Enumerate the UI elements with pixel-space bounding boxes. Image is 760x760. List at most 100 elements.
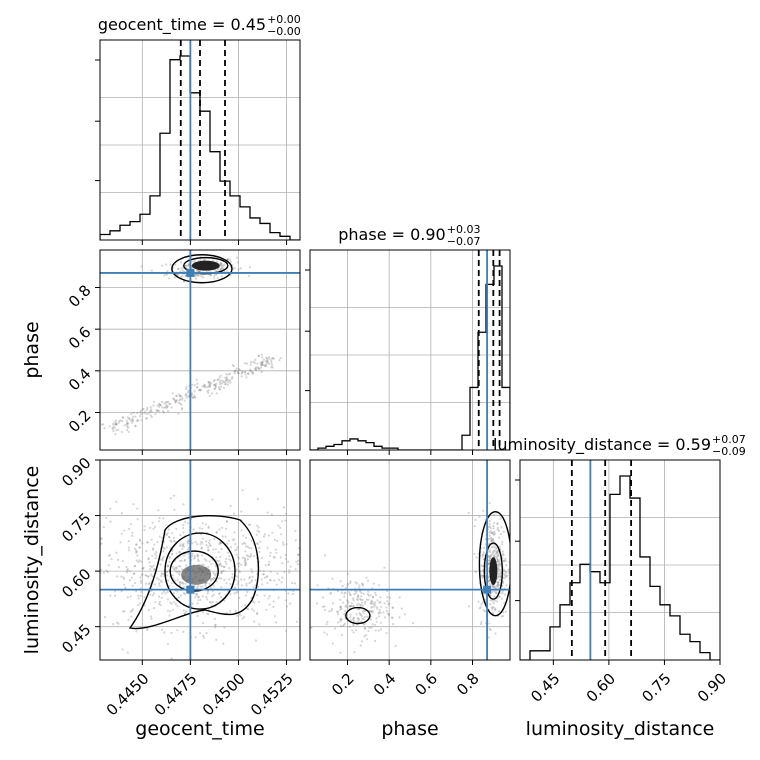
- sample-point: [236, 261, 240, 264]
- sample-point: [233, 372, 236, 375]
- sample-point: [352, 624, 355, 627]
- sample-point: [339, 608, 342, 611]
- sample-point: [127, 540, 130, 543]
- sample-point: [167, 569, 170, 572]
- sample-point: [177, 572, 180, 575]
- sample-point: [218, 386, 221, 389]
- sample-point: [494, 608, 497, 612]
- sample-point: [131, 608, 135, 611]
- sample-point: [218, 387, 221, 390]
- sample-point: [269, 578, 272, 582]
- sample-point: [217, 378, 220, 381]
- sample-point: [158, 410, 161, 413]
- sample-point: [244, 370, 247, 373]
- sample-point: [504, 557, 507, 561]
- sample-point: [208, 383, 211, 387]
- sample-point: [213, 384, 216, 387]
- sample-point: [260, 578, 263, 581]
- sample-point: [323, 554, 326, 557]
- sample-point: [246, 558, 249, 561]
- sample-point: [374, 629, 377, 632]
- sample-point: [339, 651, 342, 654]
- sample-point: [183, 612, 187, 615]
- sample-point: [499, 575, 502, 578]
- sample-point: [500, 597, 503, 600]
- sample-point: [158, 517, 161, 520]
- sample-point: [214, 385, 217, 388]
- sample-point: [251, 575, 254, 579]
- sample-point: [178, 583, 182, 587]
- sample-point: [219, 267, 222, 270]
- sample-point: [211, 498, 214, 501]
- sample-point: [255, 368, 258, 371]
- sample-point: [341, 584, 344, 588]
- sample-point: [177, 401, 180, 404]
- sample-point: [236, 370, 240, 373]
- sample-point: [388, 613, 391, 616]
- sample-point: [266, 362, 269, 365]
- sample-point: [220, 261, 223, 265]
- sample-point: [69, 571, 71, 573]
- sample-point: [229, 505, 232, 508]
- sample-point: [181, 396, 184, 399]
- sample-point: [344, 605, 347, 608]
- sample-point: [240, 529, 243, 532]
- sample-point: [130, 576, 133, 579]
- sample-point: [225, 520, 229, 523]
- sample-point: [220, 571, 223, 574]
- sample-point: [151, 548, 155, 551]
- sample-point: [270, 363, 274, 366]
- sample-point: [215, 530, 218, 534]
- sample-point: [115, 422, 118, 425]
- sample-point: [199, 543, 202, 546]
- sample-point: [263, 594, 266, 597]
- sample-point: [225, 582, 228, 585]
- sample-point: [134, 590, 138, 593]
- sample-point: [165, 273, 168, 276]
- injection-marker: [186, 268, 195, 277]
- sample-point: [339, 624, 342, 627]
- sample-point: [343, 622, 346, 625]
- sample-point: [484, 610, 487, 613]
- sample-point: [166, 590, 169, 594]
- sample-point: [398, 616, 401, 619]
- sample-point: [226, 383, 229, 386]
- sample-point: [387, 603, 390, 606]
- sample-point: [111, 426, 114, 430]
- sample-point: [481, 564, 484, 568]
- sample-point: [497, 563, 500, 566]
- sample-point: [219, 388, 222, 391]
- sample-point: [265, 608, 268, 611]
- sample-point: [317, 575, 319, 577]
- sample-point: [112, 623, 115, 626]
- sample-point: [489, 530, 492, 533]
- sample-point: [336, 610, 340, 613]
- sample-point: [488, 562, 491, 565]
- sample-point: [490, 539, 493, 542]
- sample-point: [140, 412, 143, 415]
- sample-point: [352, 617, 355, 620]
- sample-point: [250, 596, 253, 599]
- sample-point: [106, 571, 109, 574]
- sample-point: [197, 596, 200, 599]
- sample-point: [257, 367, 260, 370]
- sample-point: [173, 539, 176, 543]
- sample-point: [94, 567, 96, 569]
- sample-point: [365, 615, 369, 618]
- sample-point: [273, 538, 276, 541]
- sample-point: [173, 494, 176, 497]
- scatter-points: [69, 489, 319, 660]
- sample-point: [297, 553, 300, 556]
- sample-point: [229, 610, 232, 613]
- sample-point: [241, 370, 244, 373]
- sample-point: [196, 555, 199, 558]
- sample-point: [254, 358, 257, 361]
- sample-point: [362, 617, 365, 620]
- sample-point: [488, 531, 491, 534]
- sample-point: [268, 357, 271, 360]
- sample-point: [161, 410, 165, 413]
- contour-secondary: [345, 606, 371, 625]
- sample-point: [386, 612, 389, 615]
- sample-point: [331, 577, 334, 580]
- sample-point: [500, 543, 504, 546]
